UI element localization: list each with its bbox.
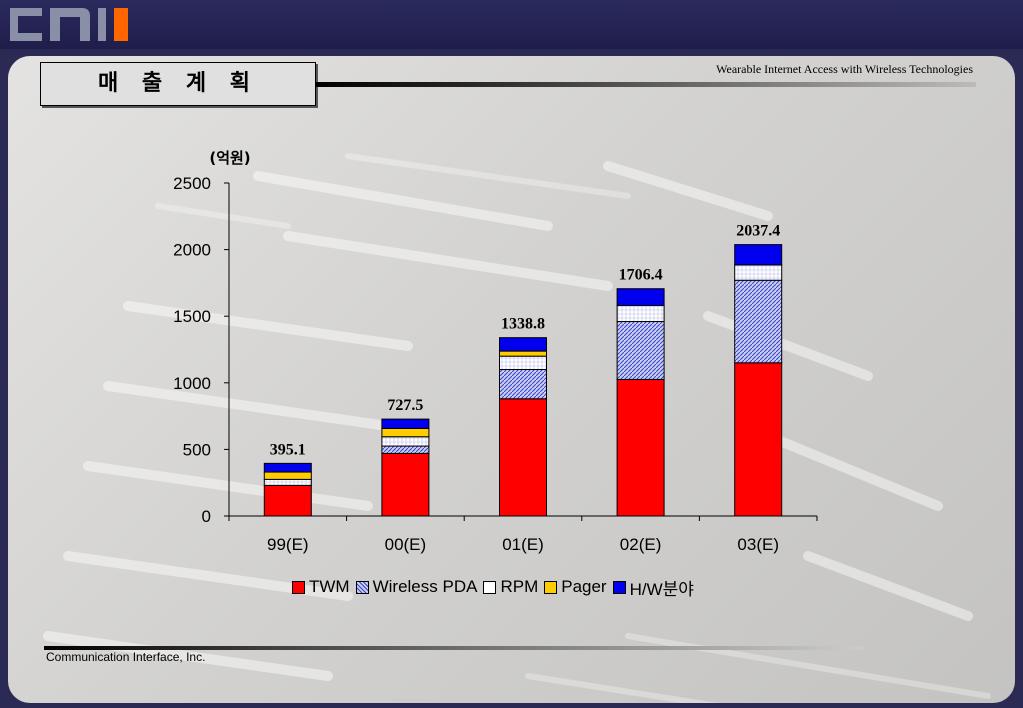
- slide-title: 매 출 계 획: [40, 62, 316, 106]
- legend-swatch: [612, 580, 626, 594]
- legend-label: RPM: [500, 577, 539, 596]
- bar-segment-rpm: [381, 436, 430, 447]
- legend-label: Pager: [561, 577, 607, 596]
- legend-item: RPM: [483, 577, 538, 597]
- bar-segment-wireless-pda: [734, 279, 783, 364]
- x-tick-label: 99(E): [267, 535, 309, 554]
- x-tick-label: 01(E): [502, 535, 544, 554]
- bar-total-label: 2037.4: [736, 223, 780, 240]
- bar-segment-rpm: [734, 264, 783, 281]
- legend-label: TWM: [309, 577, 350, 596]
- title-underline: [316, 82, 976, 87]
- legend-item: TWM: [292, 577, 350, 597]
- legend-item: Pager: [544, 577, 607, 597]
- y-tick-label: 0: [202, 507, 211, 526]
- cni-logo: [10, 8, 128, 41]
- x-tick-label: 03(E): [737, 535, 779, 554]
- y-tick-label: 2500: [173, 174, 211, 193]
- bar-segment-h-w-: [499, 337, 547, 352]
- top-banner: [0, 0, 1023, 49]
- y-unit-label: (억원): [209, 149, 250, 167]
- legend-swatch: [355, 580, 369, 594]
- bar-segment-pager: [381, 427, 430, 438]
- bar-segment-wireless-pda: [381, 445, 430, 454]
- slide-subtitle: Wearable Internet Access with Wireless T…: [716, 62, 973, 76]
- bar-segment-rpm: [263, 478, 312, 486]
- bar-segment-twm: [616, 378, 665, 517]
- bar-segment-twm: [734, 362, 783, 517]
- bar-segment-twm: [381, 452, 430, 517]
- y-tick-label: 2000: [173, 241, 211, 260]
- bar-segment-h-w-: [616, 288, 665, 307]
- bar-segment-wireless-pda: [499, 368, 547, 400]
- bar-total-label: 1338.8: [501, 316, 545, 333]
- chart-legend: TWM Wireless PDA RPM Pager H/W분야: [292, 575, 700, 600]
- y-tick-label: 500: [183, 440, 211, 459]
- legend-swatch: [483, 580, 497, 594]
- bar-total-label: 1706.4: [619, 267, 663, 284]
- bar-segment-h-w-: [381, 418, 430, 429]
- legend-label: Wireless PDA: [372, 577, 478, 596]
- x-tick-label: 02(E): [620, 535, 662, 554]
- footer-text: Communication Interface, Inc.: [46, 650, 206, 664]
- legend-swatch: [544, 580, 558, 594]
- bar-segment-h-w-: [734, 244, 783, 266]
- x-tick-label: 00(E): [385, 535, 427, 554]
- bar-segment-twm: [263, 484, 312, 517]
- bar-segment-wireless-pda: [616, 321, 665, 380]
- bar-total-label: 395.1: [270, 441, 306, 458]
- legend-item: H/W분야: [612, 575, 694, 600]
- bar-segment-rpm: [499, 355, 547, 370]
- footer-divider: [44, 646, 864, 650]
- y-tick-label: 1500: [173, 307, 211, 326]
- bar-segment-pager: [263, 471, 312, 480]
- bar-segment-h-w-: [263, 462, 312, 473]
- bar-segment-twm: [499, 398, 547, 517]
- legend-item: Wireless PDA: [355, 577, 478, 597]
- bar-segment-rpm: [616, 305, 665, 323]
- legend-label: H/W분야: [629, 579, 694, 599]
- bar-segment-pager: [499, 350, 547, 357]
- legend-swatch: [292, 580, 305, 594]
- y-tick-label: 1000: [173, 374, 211, 393]
- bar-total-label: 727.5: [387, 397, 423, 414]
